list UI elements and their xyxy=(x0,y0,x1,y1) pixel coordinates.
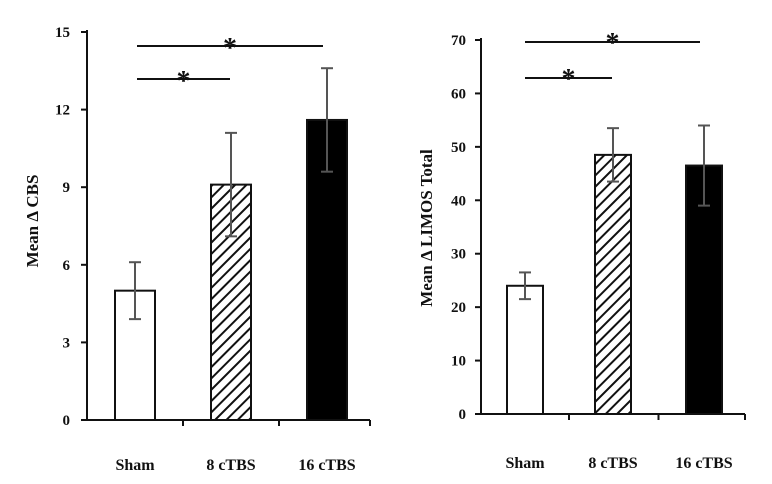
error-bar xyxy=(225,131,237,238)
y-tick-label: 0 xyxy=(63,413,71,429)
error-bar xyxy=(129,261,141,321)
bar-8-ctbs xyxy=(594,153,632,415)
bar-16-ctbs xyxy=(685,164,723,415)
error-bar xyxy=(519,271,531,301)
y-tick-label: 70 xyxy=(451,33,466,49)
significance-star: * xyxy=(562,64,576,95)
significance-star: * xyxy=(177,66,191,97)
y-tick-label: 9 xyxy=(63,180,71,196)
y-tick-label: 0 xyxy=(459,407,467,423)
y-tick-label: 15 xyxy=(55,25,70,41)
y-tick-label: 3 xyxy=(63,335,71,351)
y-axis-label: Mean Δ LIMOS Total xyxy=(417,149,436,307)
y-tick-label: 12 xyxy=(55,103,70,119)
x-category-label: 8 cTBS xyxy=(206,457,255,474)
y-axis-label: Mean Δ CBS xyxy=(23,175,42,268)
error-bar xyxy=(607,127,619,183)
significance-star: * xyxy=(606,28,620,59)
chart-cbs: Mean Δ CBS 0 3 6 9 12 15 Sham 8 cTBS 16 cTBS * * xyxy=(23,25,371,474)
chart-limos: Mean Δ LIMOS Total 0 10 20 30 40 50 60 70 Sham 8 … xyxy=(417,28,746,472)
error-bar xyxy=(698,124,710,207)
error-bar xyxy=(321,67,333,173)
y-tick-label: 40 xyxy=(451,193,466,209)
y-tick-label: 50 xyxy=(451,140,466,156)
x-category-label: 16 cTBS xyxy=(298,457,355,474)
y-tick-label: 30 xyxy=(451,247,466,263)
x-category-label: 16 cTBS xyxy=(675,455,732,472)
bar-sham xyxy=(506,284,544,415)
y-tick-label: 20 xyxy=(451,300,466,316)
x-category-label: 8 cTBS xyxy=(588,455,637,472)
y-tick-label: 6 xyxy=(63,258,71,274)
x-category-label: Sham xyxy=(115,457,155,474)
x-category-label: Sham xyxy=(505,455,545,472)
y-tick-label: 60 xyxy=(451,86,466,102)
significance-star: * xyxy=(223,33,237,64)
y-tick-label: 10 xyxy=(451,354,466,370)
